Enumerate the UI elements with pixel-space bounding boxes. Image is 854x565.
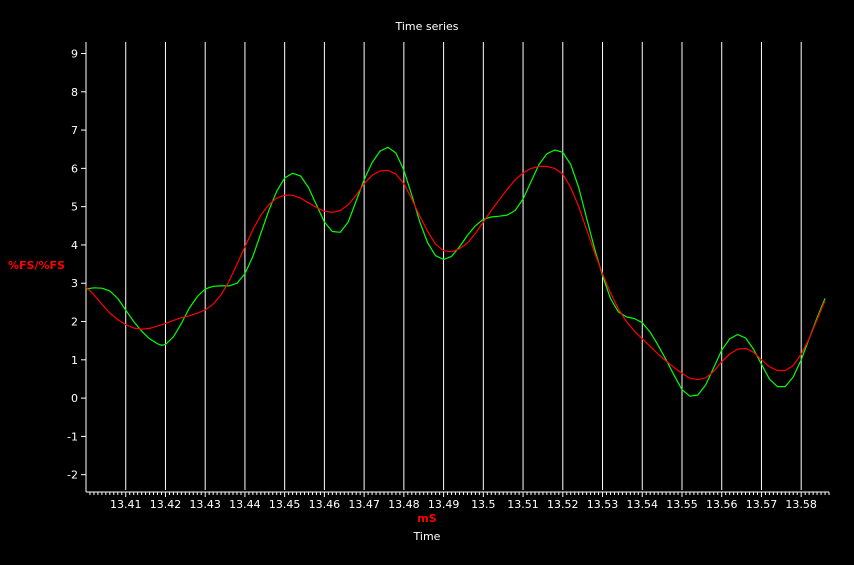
x-tick-label-2: 13.43 — [189, 498, 221, 511]
y-tick-label-8: 6 — [71, 162, 78, 175]
y-tick-label-10: 8 — [71, 86, 78, 99]
y-tick-label-5: 3 — [71, 277, 78, 290]
x-tick-label-16: 13.57 — [746, 498, 778, 511]
y-tick-label-1: -1 — [67, 430, 78, 443]
x-tick-label-4: 13.45 — [269, 498, 301, 511]
x-tick-label-8: 13.49 — [428, 498, 460, 511]
y-tick-label-2: 0 — [71, 392, 78, 405]
y-tick-label-4: 2 — [71, 316, 78, 329]
x-tick-label-14: 13.55 — [666, 498, 698, 511]
x-tick-label-15: 13.56 — [706, 498, 738, 511]
y-tick-label-9: 7 — [71, 124, 78, 137]
y-axis-label: %FS/%FS — [8, 259, 65, 272]
x-tick-label-11: 13.52 — [547, 498, 579, 511]
x-tick-label-13: 13.54 — [627, 498, 659, 511]
x-tick-label-7: 13.48 — [388, 498, 420, 511]
x-tick-label-5: 13.46 — [309, 498, 341, 511]
x-tick-label-3: 13.44 — [229, 498, 261, 511]
x-tick-label-12: 13.53 — [587, 498, 619, 511]
series-line-1 — [85, 165, 826, 381]
x-tick-label-9: 13.5 — [471, 498, 496, 511]
x-tick-label-17: 13.58 — [785, 498, 817, 511]
x-tick-label-0: 13.41 — [110, 498, 142, 511]
y-tick-label-0: -2 — [67, 469, 78, 482]
y-tick-label-7: 5 — [71, 201, 78, 214]
x-tick-label-10: 13.51 — [507, 498, 539, 511]
y-tick-label-11: 9 — [71, 47, 78, 60]
x-axis-unit: mS — [417, 512, 437, 525]
x-tick-label-6: 13.47 — [348, 498, 380, 511]
x-tick-label-1: 13.42 — [150, 498, 182, 511]
y-tick-label-6: 4 — [71, 239, 78, 252]
x-axis-label: Time — [413, 530, 441, 543]
y-tick-label-3: 1 — [71, 354, 78, 367]
series-line-0 — [85, 146, 826, 397]
chart-title: Time series — [395, 20, 459, 33]
